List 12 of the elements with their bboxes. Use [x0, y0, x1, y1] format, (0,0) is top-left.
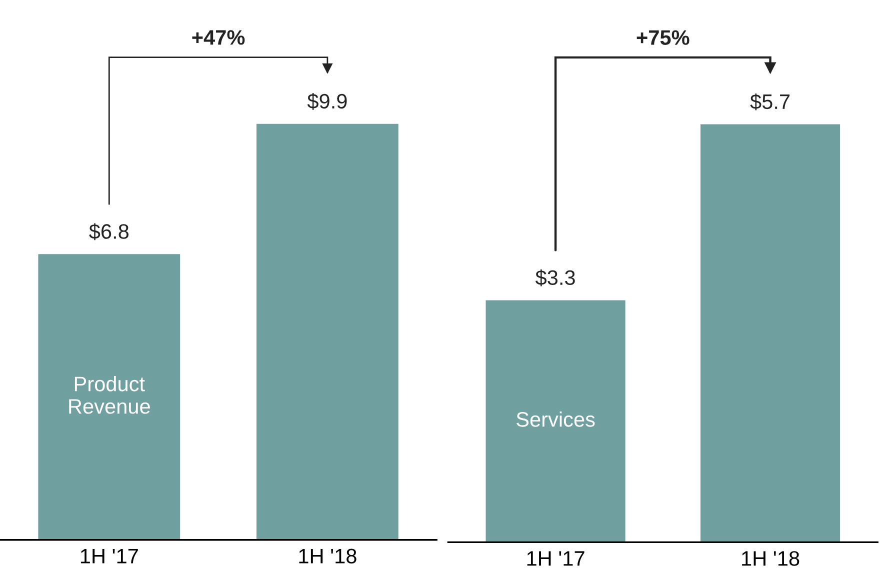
data-label: $9.9 — [307, 92, 347, 110]
text: +47% — [192, 30, 245, 45]
annotation: Services — [516, 412, 595, 427]
text: +75% — [636, 30, 690, 45]
data-label: $6.8 — [89, 223, 129, 240]
x-tick-label: 1H '17 — [527, 551, 584, 566]
x-tick-label: 1H '18 — [299, 548, 356, 564]
data-label: $3.3 — [535, 269, 575, 286]
x-tick-label: 1H '18 — [742, 551, 800, 566]
x-tick-label: 1H '17 — [80, 548, 138, 564]
data-label: $5.7 — [750, 93, 790, 110]
annotation: Product Revenue — [69, 376, 150, 414]
